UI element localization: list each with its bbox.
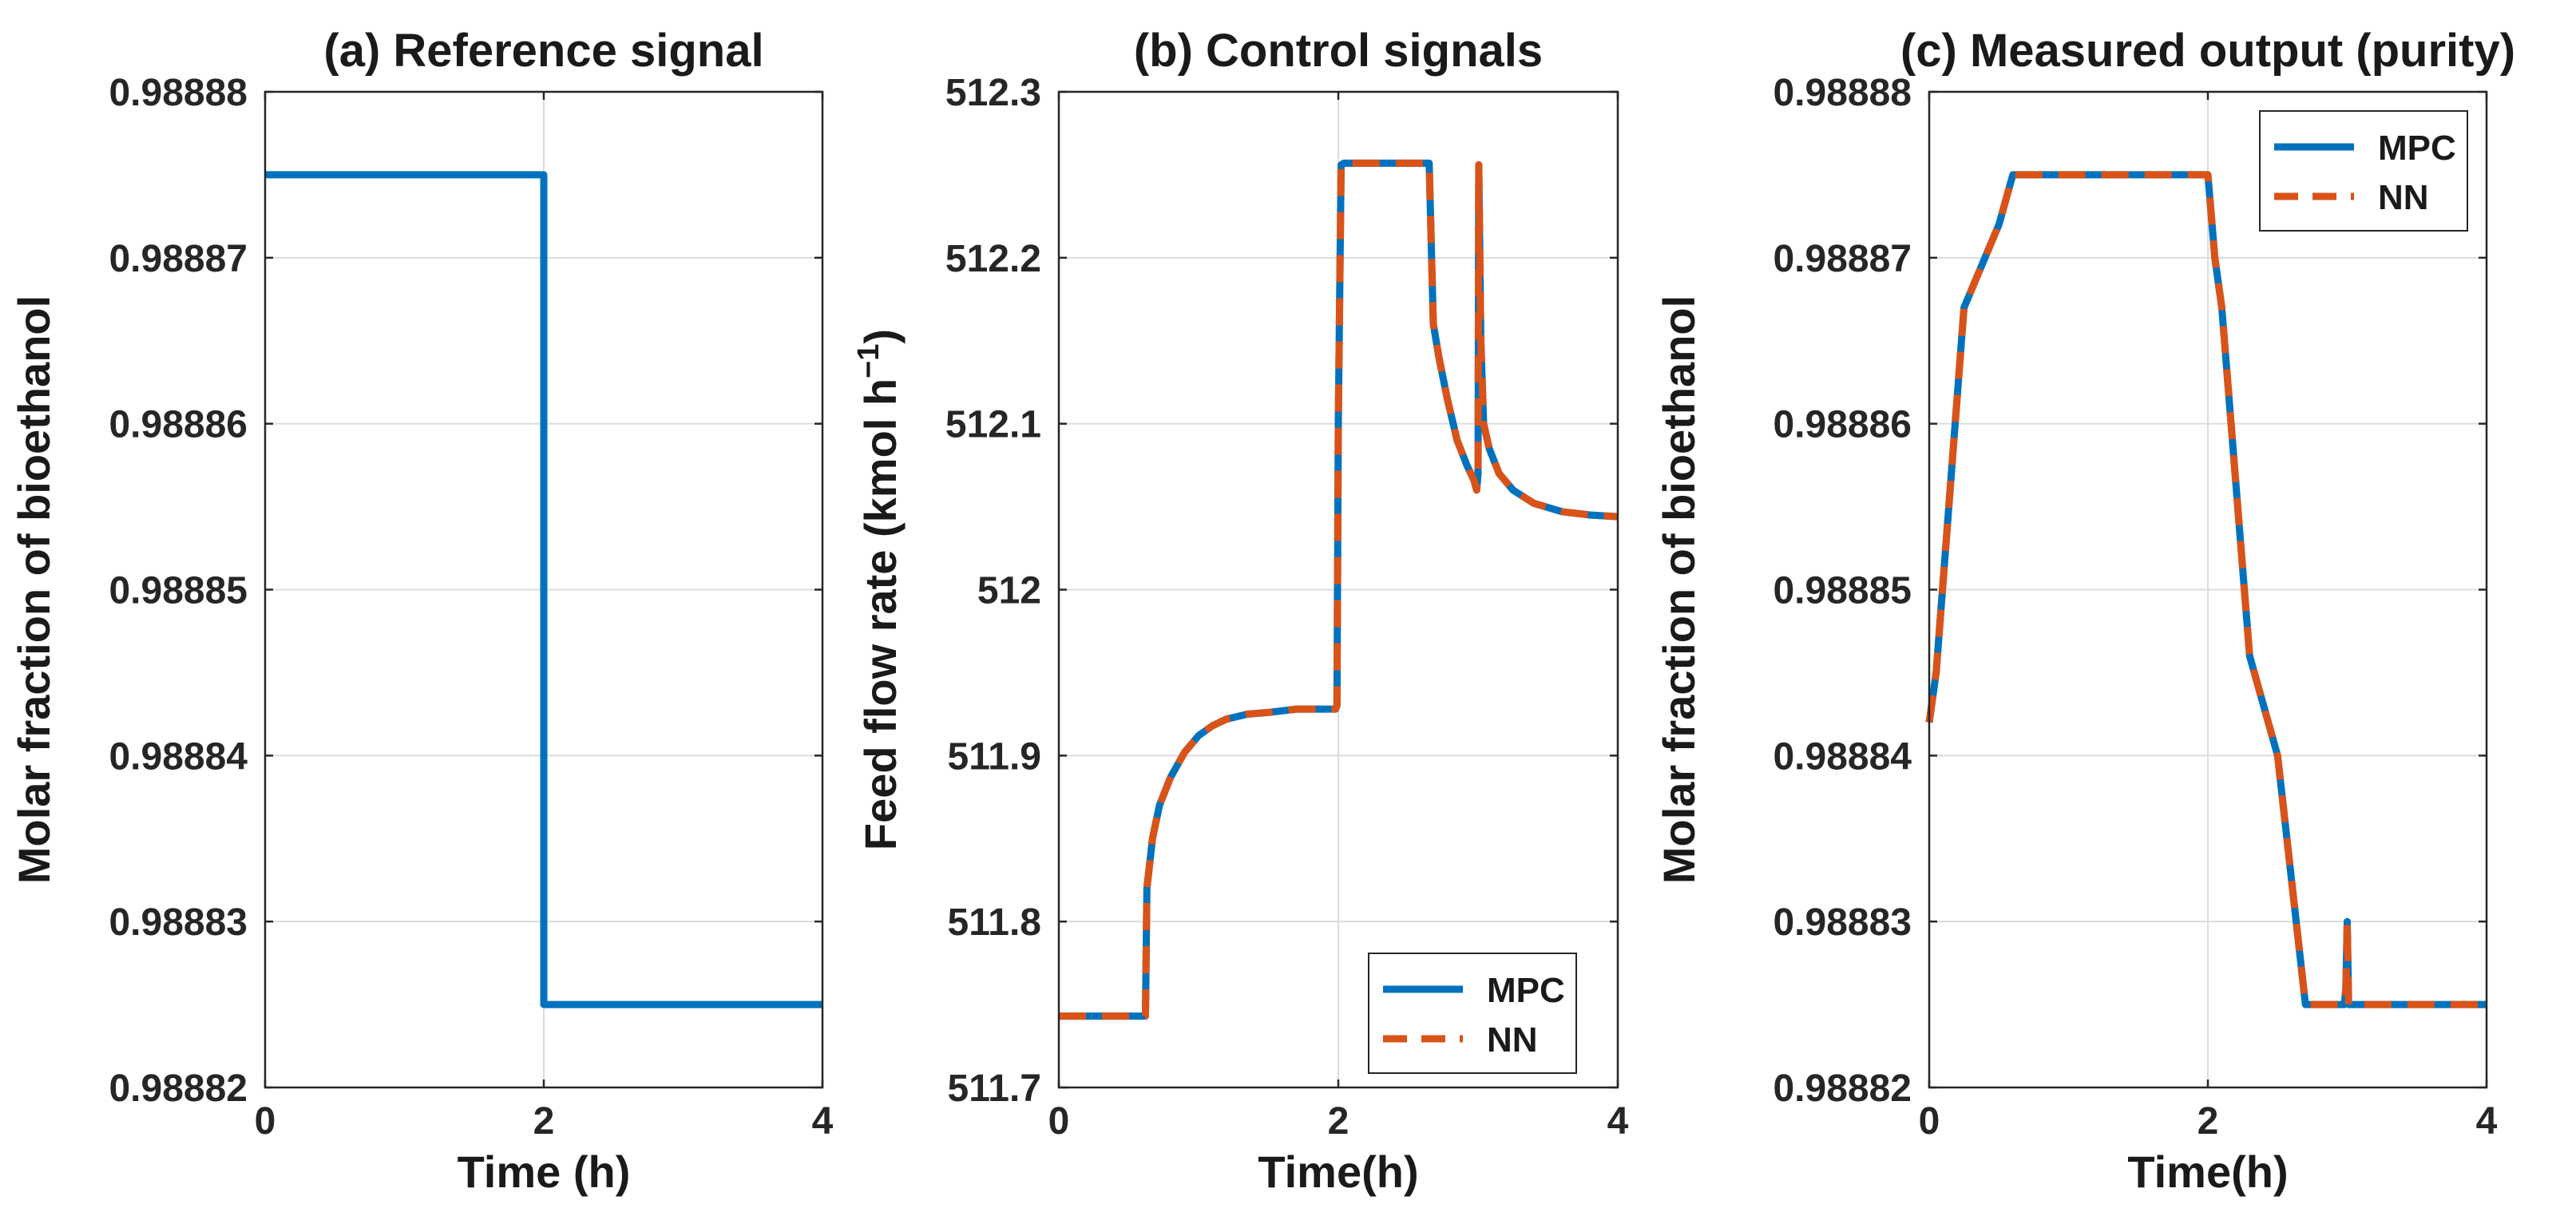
y-tick-label: 0.98884 [109, 735, 248, 778]
y-axis-label-end: ) [855, 329, 906, 344]
y-tick-label: 0.98887 [1773, 238, 1912, 280]
y-axis-label: Molar fraction of bioethanol [1654, 295, 1704, 884]
y-tick-label: 0.98883 [109, 901, 248, 944]
x-axis-label: Time (h) [458, 1147, 631, 1197]
legend-label-mpc: MPC [2378, 129, 2456, 168]
y-tick-label: 0.98888 [109, 72, 248, 114]
x-tick-label: 4 [2476, 1100, 2498, 1143]
y-tick-label: 0.98883 [1773, 901, 1912, 944]
x-axis-label: Time(h) [1258, 1147, 1418, 1197]
y-tick-label: 0.98886 [1773, 404, 1912, 446]
chart-title: (a) Reference signal [323, 25, 763, 77]
legend-label-nn: NN [2378, 178, 2429, 217]
y-tick-label: 511.8 [948, 901, 1041, 944]
x-tick-label: 2 [2198, 1100, 2219, 1143]
panel-reference-signal: 0 2 4 0.98882 0.98883 0.98884 0.98885 0.98886 0.… [9, 25, 834, 1197]
legend-label-mpc: MPC [1487, 971, 1565, 1010]
series-line-nn [1059, 159, 1619, 1020]
x-tick-label: 4 [812, 1100, 834, 1143]
x-tick-label: 2 [1328, 1100, 1349, 1143]
y-tick-label: 0.98884 [1773, 735, 1912, 778]
y-tick-label: 512.1 [945, 404, 1041, 446]
y-tick-label: 0.98886 [109, 404, 248, 446]
y-tick-label: 512 [977, 570, 1041, 612]
y-tick-label: 0.98882 [1773, 1068, 1912, 1110]
y-axis-label: Feed flow rate (kmol h−1) [852, 329, 906, 850]
panel-measured-output: 0 2 4 0.98882 0.98883 0.98884 0.98885 0.98886 0.… [1654, 25, 2515, 1197]
y-axis-label-superscript: −1 [852, 344, 886, 378]
x-tick-label: 4 [1607, 1100, 1629, 1143]
panel-control-signals: 0 2 4 511.7 511.8 511.9 512 512.1 512.2 512.3 (b) … [852, 25, 1629, 1197]
x-tick-label: 2 [533, 1100, 555, 1143]
legend-box [1368, 953, 1577, 1074]
series-line-reference [265, 171, 822, 1008]
chart-title: (c) Measured output (purity) [1900, 25, 2515, 77]
y-tick-label: 0.98885 [1773, 570, 1912, 612]
x-tick-label: 0 [255, 1100, 276, 1143]
y-tick-label: 0.98888 [1773, 72, 1912, 114]
y-tick-label: 0.98887 [109, 238, 248, 280]
legend-box [2259, 110, 2468, 232]
series-line-nn [1925, 171, 2487, 1008]
x-tick-label: 0 [1048, 1100, 1070, 1143]
y-tick-label: 511.7 [948, 1068, 1041, 1110]
x-tick-label: 0 [1919, 1100, 1940, 1143]
y-tick-label: 512.3 [945, 72, 1041, 114]
x-axis-label: Time(h) [2127, 1147, 2288, 1197]
y-tick-label: 0.98885 [109, 570, 248, 612]
y-tick-label: 0.98882 [109, 1068, 248, 1110]
y-axis-label: Molar fraction of bioethanol [9, 295, 59, 884]
legend-label-nn: NN [1487, 1020, 1538, 1060]
y-tick-label: 511.9 [948, 735, 1041, 778]
y-tick-label: 512.2 [945, 238, 1041, 280]
chart-title: (b) Control signals [1134, 25, 1543, 77]
